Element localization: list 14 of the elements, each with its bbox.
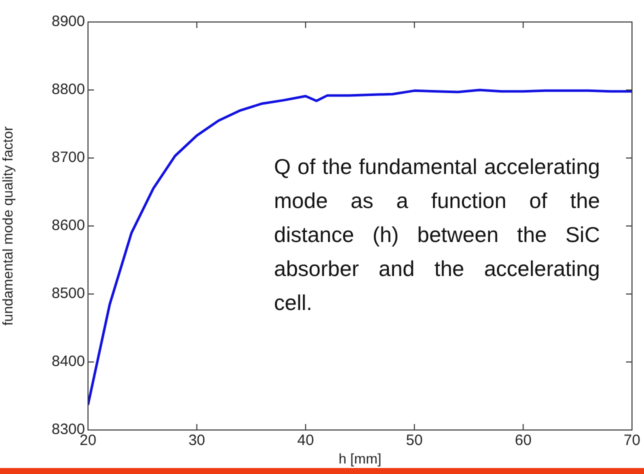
x-tick-label: 50 bbox=[406, 432, 423, 450]
y-tick-label: 8600 bbox=[52, 217, 85, 234]
x-tick-label: 40 bbox=[297, 432, 314, 450]
y-tick-label: 8500 bbox=[52, 285, 85, 302]
x-tick-label: 70 bbox=[624, 432, 640, 450]
y-tick-label: 8900 bbox=[52, 13, 85, 30]
annotation: Q of the fundamental accelerating mode as a function of the distance (h) between the SiC absorber and the accelerating cell. bbox=[274, 154, 600, 317]
x-tick-label: 30 bbox=[188, 432, 206, 450]
y-axis-title: fundamental mode quality factor bbox=[0, 126, 16, 326]
x-tick-label: 60 bbox=[514, 432, 532, 450]
y-tick-label: 8400 bbox=[52, 353, 85, 370]
y-tick-label: 8700 bbox=[52, 149, 85, 166]
x-axis-title: h [mm] bbox=[338, 450, 382, 466]
y-tick-label: 8800 bbox=[52, 81, 85, 98]
